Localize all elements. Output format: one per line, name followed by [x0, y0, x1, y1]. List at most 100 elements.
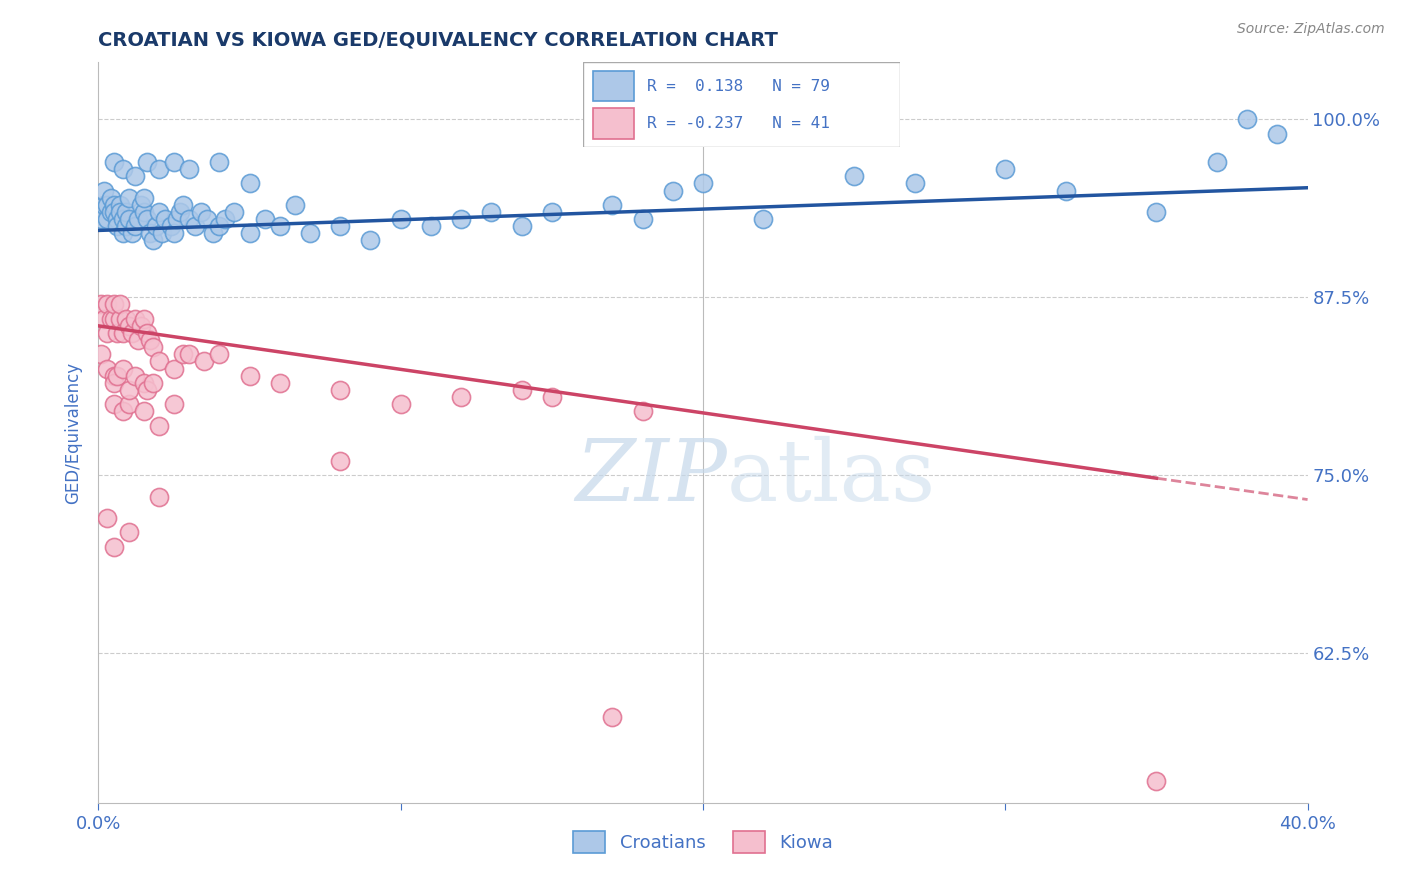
Point [329, 383, 352, 397]
Point [195, 212, 218, 227]
Point [631, 404, 654, 418]
Point [153, 212, 176, 227]
Point [510, 383, 533, 397]
Point [481, 205, 503, 219]
Point [148, 490, 170, 504]
Point [118, 525, 141, 540]
Point [994, 162, 1017, 177]
Point [96, 212, 118, 227]
Point [1144, 774, 1167, 789]
Text: CROATIAN VS KIOWA GED/EQUIVALENCY CORRELATION CHART: CROATIAN VS KIOWA GED/EQUIVALENCY CORREL… [98, 30, 779, 50]
FancyBboxPatch shape [593, 108, 634, 139]
Point [169, 205, 191, 219]
Point [111, 361, 134, 376]
Point [190, 205, 212, 219]
Point [224, 205, 246, 219]
Point [142, 376, 165, 390]
Point [96, 198, 118, 212]
Point [540, 205, 562, 219]
Point [1236, 112, 1258, 127]
Point [114, 219, 136, 234]
Point [239, 227, 262, 241]
Point [184, 219, 207, 234]
Point [148, 418, 170, 433]
Point [208, 219, 231, 234]
Point [904, 177, 927, 191]
Point [114, 205, 136, 219]
Point [139, 227, 162, 241]
Point [148, 354, 170, 368]
Point [148, 162, 170, 177]
Point [135, 326, 157, 340]
Point [93, 184, 115, 198]
Point [103, 540, 125, 554]
Point [510, 219, 533, 234]
Point [135, 212, 157, 227]
Point [135, 155, 157, 169]
Point [103, 205, 125, 219]
Point [163, 361, 186, 376]
Point [124, 311, 146, 326]
FancyBboxPatch shape [593, 71, 634, 102]
Point [93, 311, 115, 326]
Text: ZIP: ZIP [575, 435, 727, 518]
Point [129, 318, 152, 333]
Point [103, 297, 125, 311]
Point [124, 169, 146, 184]
Text: Source: ZipAtlas.com: Source: ZipAtlas.com [1237, 22, 1385, 37]
Point [269, 376, 291, 390]
Point [118, 318, 141, 333]
Point [100, 205, 122, 219]
Point [127, 333, 149, 347]
Text: R = -0.237   N = 41: R = -0.237 N = 41 [647, 116, 830, 131]
Point [284, 198, 307, 212]
Point [108, 311, 131, 326]
Point [214, 212, 236, 227]
Point [129, 198, 152, 212]
Point [692, 177, 714, 191]
Point [148, 205, 170, 219]
Point [329, 454, 352, 468]
Point [124, 368, 146, 383]
Point [100, 191, 122, 205]
Point [90, 347, 112, 361]
Point [132, 376, 155, 390]
Point [111, 162, 134, 177]
Point [118, 383, 141, 397]
Point [93, 198, 115, 212]
Point [90, 212, 112, 227]
Point [108, 297, 131, 311]
Point [118, 212, 141, 227]
Point [103, 155, 125, 169]
Point [208, 347, 231, 361]
Point [150, 227, 173, 241]
Point [450, 390, 472, 404]
Point [96, 326, 118, 340]
Point [450, 212, 472, 227]
Point [103, 311, 125, 326]
Legend: Croatians, Kiowa: Croatians, Kiowa [565, 824, 841, 861]
Point [121, 326, 143, 340]
Point [132, 404, 155, 418]
Point [420, 219, 443, 234]
Point [239, 177, 262, 191]
Point [269, 219, 291, 234]
Point [163, 155, 186, 169]
Point [752, 212, 775, 227]
Point [90, 297, 112, 311]
Point [1144, 205, 1167, 219]
Point [100, 311, 122, 326]
Text: atlas: atlas [727, 435, 936, 518]
Point [193, 354, 215, 368]
Point [179, 347, 201, 361]
Point [103, 198, 125, 212]
Point [111, 404, 134, 418]
Point [111, 227, 134, 241]
Point [105, 212, 128, 227]
Point [844, 169, 866, 184]
Point [202, 227, 225, 241]
Point [1054, 184, 1077, 198]
Point [1267, 127, 1289, 141]
Point [145, 219, 167, 234]
Y-axis label: GED/Equivalency: GED/Equivalency [65, 361, 83, 504]
